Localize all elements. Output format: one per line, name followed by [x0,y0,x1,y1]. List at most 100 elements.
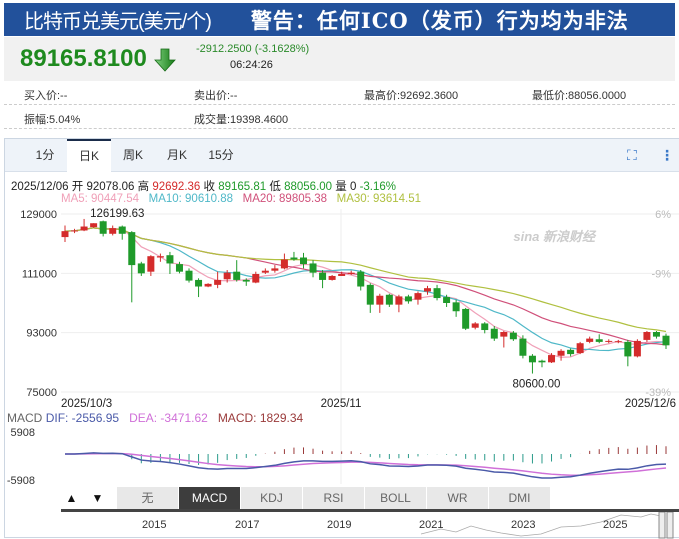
candle-body [309,263,317,273]
indicator-wr[interactable]: WR [427,487,489,509]
candle-body [471,323,479,328]
open-label: 开 [71,181,84,193]
candle-body [567,349,575,355]
volume: 成交量:19398.4600 [194,114,289,126]
quote-panel: 89165.8100 -2912.2500 (-3.1628%) 06:24:2… [4,37,675,81]
candle-body [147,256,155,272]
candle-body [624,341,632,357]
y-tick-label: 111000 [22,268,57,280]
tab-monthly[interactable]: 月K [166,148,187,162]
max-price-label: 126199.63 [90,208,144,220]
ma10-value: MA10: 90610.88 [148,193,234,205]
candle-body [395,296,403,305]
scroll-down-button[interactable]: ▼ [85,487,111,509]
tab-1min[interactable]: 1分 [35,148,55,162]
y-tick-label: 129000 [20,209,57,221]
candle-body [61,231,69,238]
candle-body [195,279,203,287]
indicator-rsi[interactable]: RSI [303,487,365,509]
close-value: 89165.81 [218,181,267,193]
stats-row-2: 振幅:5.04% 成交量:19398.4600 [4,105,675,129]
candle-body [118,226,126,234]
open-value: 92078.06 [86,181,135,193]
candle-body [452,302,460,312]
year-label: 2023 [511,519,536,531]
vol-value: 0 [349,181,357,193]
candle-body [233,271,241,280]
candle-body [99,221,107,234]
tab-weekly[interactable]: 周K [122,148,143,162]
candle-body [71,230,79,232]
indicator-dmi[interactable]: DMI [489,487,551,509]
candle-body [633,340,641,357]
candle-body [462,308,470,329]
candle-body [500,332,508,337]
candle-body [528,355,536,363]
candle-body [576,343,584,354]
candle-body [252,273,260,283]
y-tick-label: 93000 [26,328,57,340]
candle-body [481,323,489,331]
candle-body [509,332,517,340]
year-label: 2025 [603,519,628,531]
navigator-handle-left [658,512,666,539]
candle-body [166,255,174,264]
candle-body [652,332,660,337]
year-label: 2021 [419,519,444,531]
vol-label: 量 [335,181,347,193]
pct-tick-label: 6% [655,209,671,221]
indicator-none[interactable]: 无 [117,487,179,509]
candle-body [614,341,622,343]
tab-daily[interactable]: 日K [67,139,111,172]
candle-body [557,350,565,356]
year-label: 2019 [327,519,352,531]
price-change: -2912.2500 (-3.1628%) [196,43,310,55]
fullscreen-icon[interactable]: ⛶ [627,147,637,163]
page-title: 比特币兑美元(美元/个) [24,11,212,33]
candle-body [175,264,183,272]
candle-body [271,268,279,271]
candle-body [404,296,412,302]
candle-body [185,270,193,281]
indicator-kdj[interactable]: KDJ [241,487,303,509]
candle-body [433,288,441,299]
tab-15min[interactable]: 15分 [208,148,234,162]
close-label: 收 [203,181,216,193]
ohlc-info: 2025/12/06 开 92078.06 高 92692.36 收 89165… [11,178,396,194]
dif-line [64,452,667,479]
more-vertical-icon[interactable]: ⋮ [660,147,674,163]
indicator-boll[interactable]: BOLL [365,487,427,509]
scroll-up-button[interactable]: ▲ [59,487,85,509]
candle-body [280,259,288,269]
ma5-value: MA5: 90447.54 [61,193,140,205]
dif-value: DIF: -2556.95 [45,411,120,425]
ma5-line [64,227,667,358]
period-tabs: 1分 日K 周K 月K 15分 ⛶ ⋮ [5,139,679,172]
x-tick-label: 2025/11 [321,398,362,410]
candle-body [261,270,269,273]
candle-body [319,272,327,280]
indicator-macd[interactable]: MACD [179,487,241,509]
ohlc-date: 2025/12/06 [11,181,69,193]
min-price-label: 80600.00 [512,379,560,391]
year-label: 2017 [235,519,260,531]
bid-price: 买入价:-- [24,90,68,102]
quote-time: 06:24:26 [230,59,273,71]
candle-body [605,340,613,342]
candle-body [156,256,164,258]
pct-change: -3.16% [359,181,397,193]
ma10-line [64,227,667,352]
candle-body [109,228,117,234]
macd-tick-label: 5908 [11,427,35,439]
candle-body [424,288,432,292]
pct-tick-label: -9% [651,268,671,280]
candle-body [519,338,527,356]
macd-tick-label: -5908 [7,475,35,484]
candle-body [586,338,594,342]
title-bar: 比特币兑美元(美元/个) 警告：任何ICO（发币）行为均为非法 [4,3,675,36]
candle-body [347,272,355,274]
navigator-handle-right [666,512,674,539]
sina-watermark: sina 新浪财经 [513,229,597,244]
candle-body [80,226,88,231]
candle-body [128,232,136,266]
